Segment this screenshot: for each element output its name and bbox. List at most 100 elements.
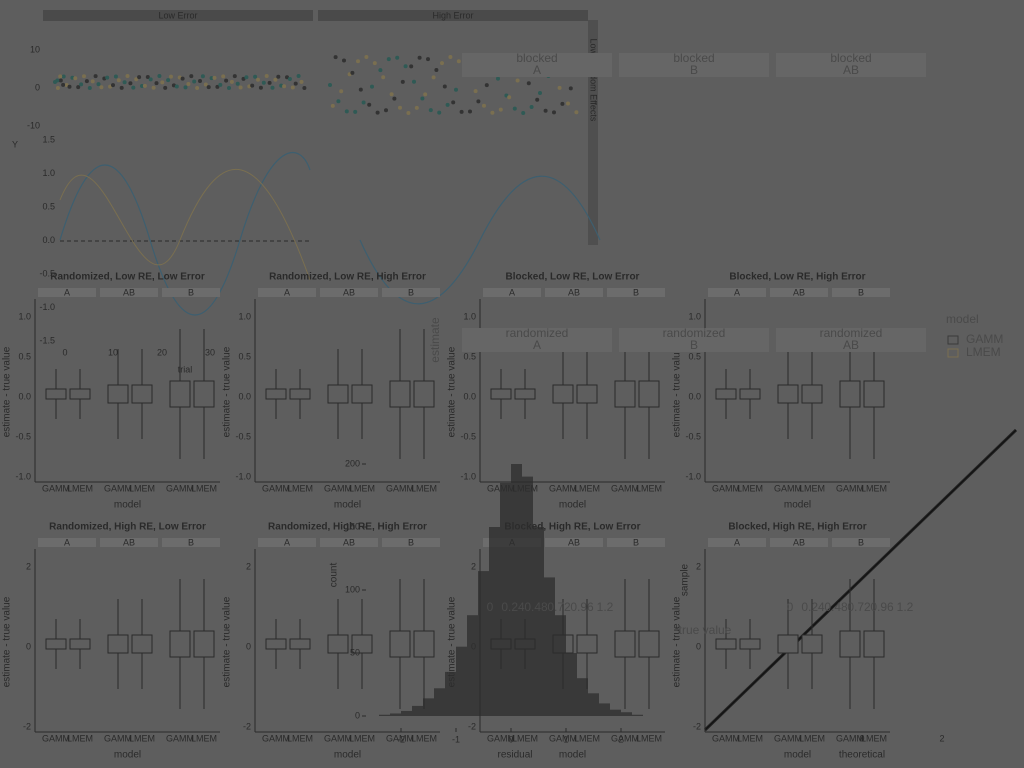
x-tick-label: LMEM xyxy=(349,733,375,743)
dot xyxy=(358,87,363,92)
dot xyxy=(186,81,191,86)
strip-bg xyxy=(100,288,158,297)
y-tick-label: -2 xyxy=(468,721,476,731)
dot xyxy=(299,79,304,84)
hist-bar xyxy=(599,703,610,716)
dot xyxy=(238,85,243,90)
x-tick-label: 0 xyxy=(859,733,864,743)
strip-label: A xyxy=(533,63,541,77)
box xyxy=(107,384,129,404)
strip-label: Low Random Effects xyxy=(589,39,599,122)
dot xyxy=(498,107,503,112)
strip-bg xyxy=(545,538,603,547)
dot xyxy=(442,84,447,89)
box xyxy=(839,380,861,408)
dot xyxy=(84,79,89,84)
axis-label: model xyxy=(114,750,141,761)
y-tick-label: 2 xyxy=(471,561,476,571)
hist-bar xyxy=(555,615,566,716)
dot xyxy=(370,84,374,89)
strip-label: randomized xyxy=(663,326,726,340)
dot xyxy=(328,83,332,87)
strip-bg xyxy=(258,538,316,547)
y-tick-label: 2 xyxy=(696,561,701,571)
x-tick-label: GAMM xyxy=(549,733,577,743)
strip-bg xyxy=(607,288,665,297)
strip-label: B xyxy=(690,338,698,352)
box xyxy=(777,634,799,654)
dot xyxy=(372,61,377,66)
x-tick-label: GAMM xyxy=(104,733,132,743)
box xyxy=(514,388,536,400)
x-tick-label: 1 xyxy=(563,734,568,744)
dot xyxy=(195,85,200,90)
dot xyxy=(67,84,72,89)
strip-label: Low Error xyxy=(158,10,197,20)
y-tick-label: 0.5 xyxy=(688,351,701,361)
box xyxy=(576,634,598,654)
x-tick-label: GAMM xyxy=(166,733,194,743)
x-tick-label: 0 xyxy=(508,734,513,744)
dot xyxy=(261,80,266,85)
x-tick-label: GAMM xyxy=(549,483,577,493)
box xyxy=(131,634,153,654)
strip-bg xyxy=(38,288,96,297)
dot xyxy=(398,105,402,110)
y-tick-label: 1.0 xyxy=(42,168,55,178)
box xyxy=(107,634,129,654)
x-tick-label: 2 xyxy=(618,734,623,744)
dot xyxy=(140,84,144,89)
dot xyxy=(384,108,388,113)
y-tick-label: 0 xyxy=(35,82,40,92)
strip-label: B xyxy=(408,287,414,297)
dot xyxy=(189,74,194,79)
dot xyxy=(381,75,386,80)
x-tick-label: 0.96 xyxy=(570,600,594,614)
dot xyxy=(431,75,436,80)
strip-bg xyxy=(708,538,766,547)
dot xyxy=(538,90,542,95)
dot xyxy=(490,110,495,115)
x-tick-label: 20 xyxy=(157,347,167,357)
box xyxy=(777,384,799,404)
legend-key xyxy=(947,335,959,345)
dot xyxy=(290,85,295,90)
box xyxy=(351,384,373,404)
dot xyxy=(79,82,84,87)
dot xyxy=(142,83,147,88)
dot xyxy=(392,96,397,101)
strip-bg xyxy=(258,288,316,297)
x-tick-label: 2 xyxy=(939,733,944,743)
strip-label: AB xyxy=(123,537,135,547)
y-tick-label: 0.5 xyxy=(463,351,476,361)
dot xyxy=(333,55,338,60)
strip-bg xyxy=(162,538,220,547)
hist-bar xyxy=(423,698,434,716)
dot xyxy=(512,106,517,111)
x-tick-label: LMEM xyxy=(861,733,887,743)
dot xyxy=(137,75,142,80)
strip-bg xyxy=(776,328,926,352)
dot xyxy=(206,85,211,90)
dot xyxy=(163,85,168,90)
box xyxy=(863,380,885,408)
dot xyxy=(389,92,394,97)
box xyxy=(576,384,598,404)
axis-label: model xyxy=(784,500,811,511)
dot xyxy=(250,83,255,88)
dot xyxy=(339,89,344,94)
axis-label: model xyxy=(334,750,361,761)
strip-bg xyxy=(320,288,378,297)
x-tick-label: 0.48 xyxy=(824,600,848,614)
x-tick-label: GAMM xyxy=(42,733,70,743)
hist-bar xyxy=(445,671,456,716)
strip-label: B xyxy=(188,537,194,547)
y-tick-label: -1.0 xyxy=(685,471,701,481)
hist-bar xyxy=(434,688,445,716)
sine-curve xyxy=(59,168,311,281)
dot xyxy=(224,78,229,83)
x-tick-label: LMEM xyxy=(737,483,763,493)
y-tick-label: 1.0 xyxy=(18,311,31,321)
x-tick-label: 0.24 xyxy=(501,600,525,614)
